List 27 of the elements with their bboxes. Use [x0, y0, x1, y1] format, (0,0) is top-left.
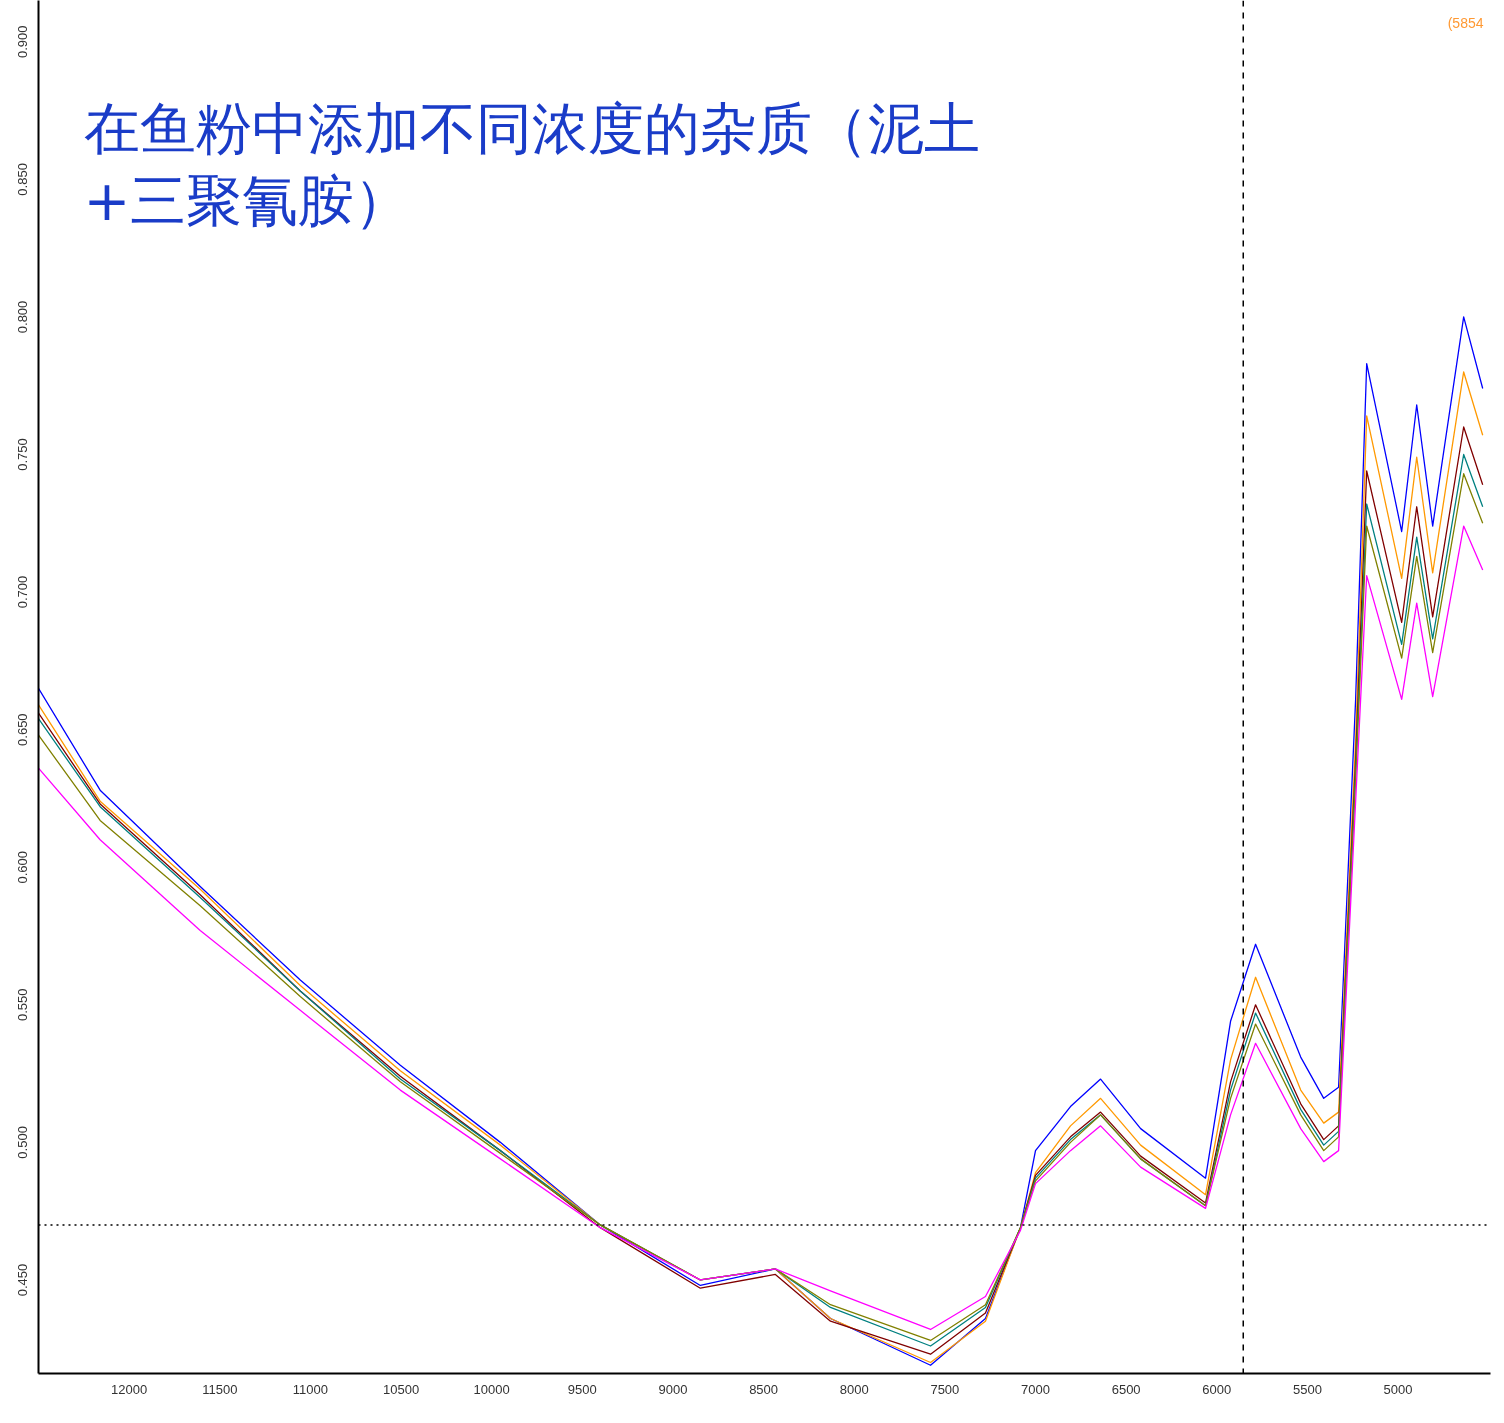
x-tick-label: 9000 [658, 1381, 688, 1397]
y-tick-label: 0.800 [15, 300, 31, 334]
annotation: (5854 [1447, 14, 1484, 31]
y-tick-label: 0.600 [15, 850, 31, 884]
y-tick-label: 0.700 [15, 575, 31, 609]
x-tick-label: 6500 [1111, 1381, 1141, 1397]
x-tick-label: 10000 [473, 1381, 510, 1397]
y-tick-label: 0.650 [15, 713, 31, 746]
text: 在鱼粉中添加不同浓度的杂质（泥土+三聚氰胺） [83, 95, 980, 233]
x-tick-label: 11500 [202, 1381, 238, 1397]
x-tick-label: 5000 [1383, 1381, 1413, 1397]
y-tick-label: 0.850 [15, 163, 31, 196]
x-tick-label: 10500 [382, 1381, 420, 1397]
y-tick-label: 0.550 [15, 988, 31, 1022]
x-tick-label: 8000 [839, 1381, 869, 1397]
x-tick-label: 6000 [1202, 1381, 1232, 1397]
x-tick-label: 5500 [1292, 1381, 1322, 1397]
x-tick-label: 12000 [111, 1381, 148, 1397]
y-tick-label: 0.450 [15, 1263, 31, 1297]
x-tick-label: 9500 [567, 1381, 597, 1397]
x-tick-label: 7500 [930, 1381, 960, 1397]
x-tick-label: 8500 [749, 1381, 779, 1397]
x-tick-label: 7000 [1021, 1381, 1050, 1397]
x-tick-label: 11000 [292, 1381, 329, 1397]
y-tick-label: 0.750 [15, 438, 31, 471]
y-tick-label: 0.900 [15, 25, 31, 59]
y-tick-label: 0.500 [15, 1126, 31, 1159]
